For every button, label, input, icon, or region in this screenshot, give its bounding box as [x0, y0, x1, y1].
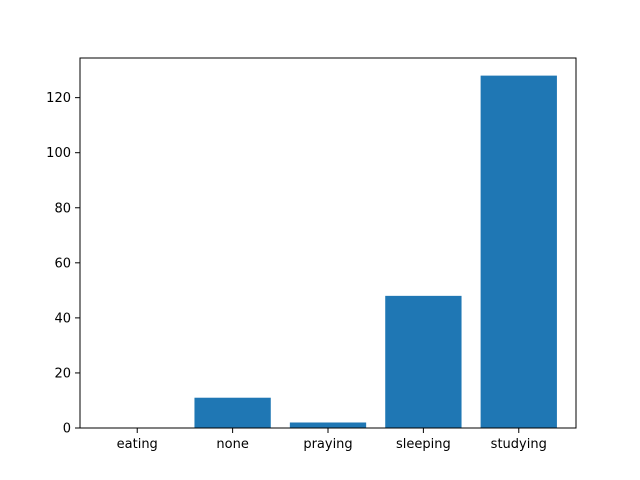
- bars-group: [194, 75, 557, 428]
- x-tick-label-praying: praying: [303, 437, 352, 452]
- y-tick-label-120: 120: [46, 91, 71, 106]
- x-tick-label-eating: eating: [117, 437, 158, 452]
- bar-studying: [480, 75, 557, 428]
- bar-praying: [289, 422, 367, 428]
- plot-frame: [79, 57, 577, 429]
- y-axis: 0 20 40 60 80 100 120: [46, 91, 80, 437]
- y-tick-label-60: 60: [54, 256, 71, 271]
- y-tick-label-20: 20: [54, 366, 71, 381]
- x-axis: eating none praying sleeping studying: [117, 428, 547, 452]
- x-tick-label-studying: studying: [491, 437, 547, 452]
- y-tick-label-40: 40: [54, 311, 71, 326]
- x-tick-label-none: none: [216, 437, 248, 452]
- x-tick-label-sleeping: sleeping: [396, 437, 451, 452]
- bar-sleeping: [385, 295, 462, 428]
- bar-none: [194, 397, 271, 428]
- y-tick-label-0: 0: [63, 422, 71, 437]
- y-tick-label-100: 100: [46, 146, 71, 161]
- y-tick-label-80: 80: [54, 201, 71, 216]
